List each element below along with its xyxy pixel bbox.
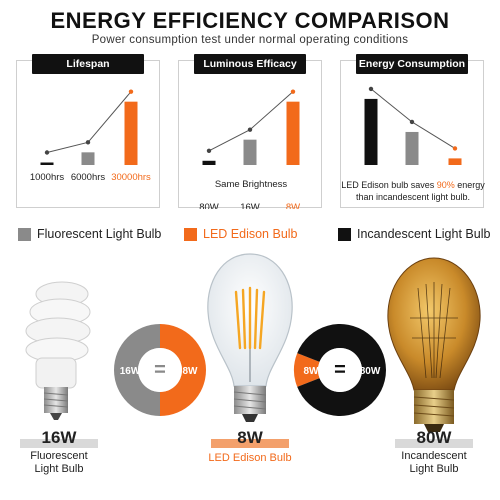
led-name-line1: LED Edison Bulb	[208, 452, 292, 464]
energy-consumption-chart: LED Edison bulb saves 90% energy than inc…	[341, 86, 485, 202]
legend-item-incandescent: Incandescent Light Bulb	[338, 226, 490, 242]
ring-left-label: 8W	[304, 366, 320, 377]
trend-point	[247, 127, 253, 132]
tick-label: 8W	[286, 202, 300, 209]
trend-point	[128, 89, 134, 94]
panel-title: Lifespan	[32, 54, 144, 74]
ring-left-label: 16W	[120, 366, 141, 377]
trend-point	[368, 86, 374, 92]
incandescent-bulb-icon	[387, 257, 481, 432]
tick-label: 80W	[199, 202, 219, 209]
ring-right-label: 80W	[360, 366, 381, 377]
lifespan-panel: Lifespan 1000hrs 6000hrs 30000hrs	[16, 54, 160, 208]
bulbs-illustration: 16W = 8W 8W = 80W	[25, 253, 481, 432]
tick-label: 16W	[240, 202, 260, 209]
incandescent-name-line2: Light Bulb	[409, 463, 459, 475]
legend-swatch	[184, 227, 197, 241]
legend-label: Fluorescent Light Bulb	[37, 227, 162, 241]
bar-led	[124, 101, 138, 165]
legend-swatch	[338, 227, 351, 241]
led-watt-label: 8W	[211, 428, 289, 448]
panel-title: Energy Consumption	[356, 54, 468, 74]
bar-led	[286, 101, 300, 165]
bar-incandescent	[364, 98, 378, 165]
page-subtitle: Power consumption test under normal oper…	[91, 34, 409, 46]
legend-label: LED Edison Bulb	[203, 227, 298, 241]
fluorescent-name-line2: Light Bulb	[34, 463, 84, 475]
ring-equals: =	[334, 359, 346, 381]
energy-consumption-panel: Energy Consumption LED Edison bulb saves…	[340, 54, 485, 208]
chart-note-line1: LED Edison bulb saves 90% energy	[341, 180, 485, 190]
ring-segment-right	[297, 324, 387, 416]
legend-item-fluorescent: Fluorescent Light Bulb	[18, 226, 161, 242]
ring-segment-left	[294, 353, 320, 387]
trend-point	[85, 140, 91, 145]
page-title: ENERGY EFFICIENCY COMPARISON	[50, 8, 450, 33]
panel-title: Luminous Efficacy	[194, 54, 306, 74]
ring-segment-right	[160, 324, 206, 416]
tick-label: 6000hrs	[71, 172, 106, 183]
luminous-efficacy-panel: Luminous Efficacy 80W 16W 8W Same Brightnes…	[178, 54, 322, 209]
comparison-ring-led-incandescent: 8W = 80W	[294, 324, 387, 416]
chart-note: Same Brightness	[215, 179, 288, 190]
ring-segment-left	[114, 324, 160, 416]
led-edison-bulb-icon	[207, 253, 293, 422]
bar-fluorescent	[81, 152, 95, 165]
chart-note-line2: than incandescent light bulb.	[356, 192, 470, 202]
fluorescent-name-line1: Fluorescent	[30, 450, 88, 462]
trend-point	[452, 146, 458, 151]
fluorescent-watt-label: 16W	[20, 428, 98, 448]
legend-item-led: LED Edison Bulb	[184, 226, 298, 242]
ring-equals: =	[154, 359, 166, 381]
trend-point	[290, 89, 296, 94]
legend-label: Incandescent Light Bulb	[357, 227, 491, 241]
trend-point	[44, 150, 50, 155]
bar-fluorescent	[243, 139, 257, 165]
bar-incandescent	[202, 160, 216, 165]
trend-point	[206, 148, 212, 153]
bar-fluorescent	[405, 131, 419, 165]
incandescent-watt-label: 80W	[395, 428, 473, 448]
trend-point	[409, 119, 415, 125]
legend-swatch	[18, 227, 31, 241]
ring-right-label: 8W	[183, 366, 199, 377]
lifespan-chart: 1000hrs 6000hrs 30000hrs	[30, 89, 151, 183]
incandescent-name-line1: Incandescent	[401, 450, 467, 462]
bar-led	[448, 158, 462, 165]
tick-label: 1000hrs	[30, 172, 65, 183]
fluorescent-bulb-icon	[25, 281, 91, 420]
tick-label: 30000hrs	[111, 172, 151, 183]
comparison-ring-fluorescent-led: 16W = 8W	[114, 324, 206, 416]
luminous-efficacy-chart: 80W 16W 8W Same Brightness	[199, 89, 300, 209]
bar-incandescent	[40, 162, 54, 165]
